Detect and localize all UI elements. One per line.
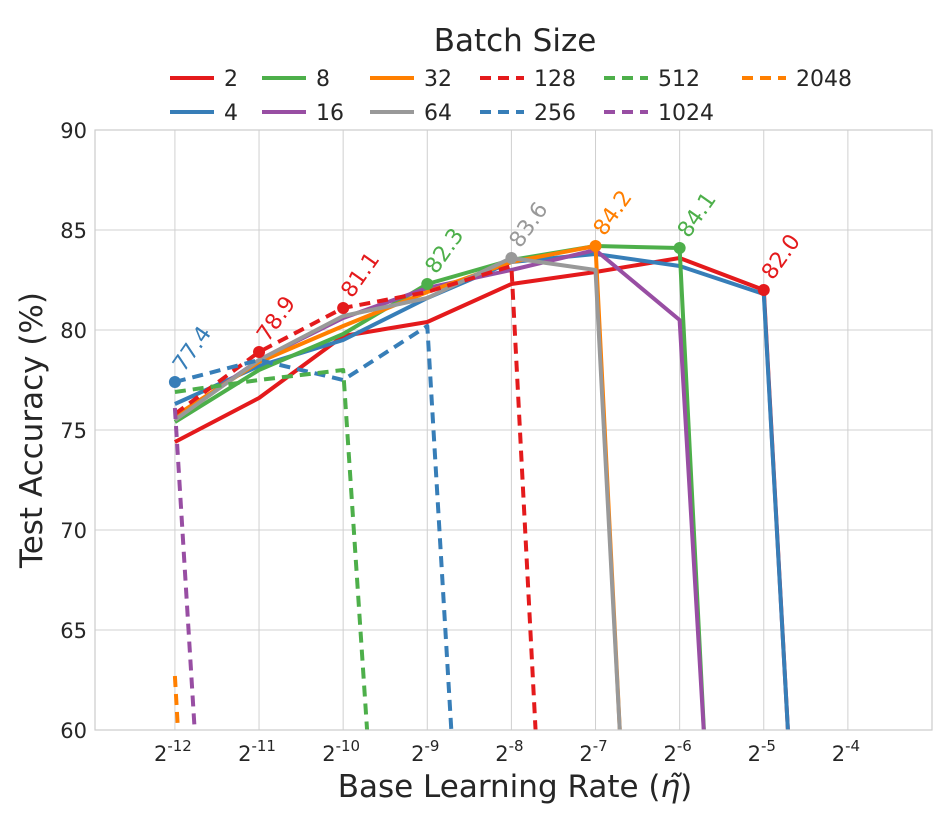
best-marker-78-9 xyxy=(253,346,266,358)
x-tick-label-10: 2-10 xyxy=(322,737,360,766)
x-axis-title: Base Learning Rate (η̃) xyxy=(338,769,693,805)
best-marker-82-0 xyxy=(757,284,770,296)
best-marker-81-1 xyxy=(337,302,350,314)
x-tick-label-9: 2-9 xyxy=(411,737,439,766)
y-tick-label-70: 70 xyxy=(60,519,87,543)
y-tick-label-60: 60 xyxy=(60,719,87,743)
legend-label-bs-32: 32 xyxy=(424,67,452,92)
grid xyxy=(95,129,932,731)
y-tick-label-90: 90 xyxy=(60,119,87,143)
x-tick-label-7: 2-7 xyxy=(579,737,607,766)
legend-label-bs-64: 64 xyxy=(424,101,452,126)
x-tick-label-4: 2-4 xyxy=(832,737,860,766)
x-tick-exponent: -10 xyxy=(336,737,361,755)
series-line-bs-8 xyxy=(173,244,706,730)
x-tick-base: 2 xyxy=(322,742,335,766)
x-tick-base: 2 xyxy=(495,742,508,766)
plot-frame xyxy=(94,129,933,731)
y-tick-label-65: 65 xyxy=(60,619,87,643)
legend-label-bs-256: 256 xyxy=(534,101,576,126)
legend-label-bs-2: 2 xyxy=(224,67,238,92)
legend-title: Batch Size xyxy=(434,23,597,59)
x-tick-base: 2 xyxy=(663,742,676,766)
legend-label-bs-128: 128 xyxy=(534,67,576,92)
y-tick-label-85: 85 xyxy=(60,219,87,243)
x-tick-base: 2 xyxy=(748,742,761,766)
x-tick-label-6: 2-6 xyxy=(663,737,691,766)
x-axis-title-close: ) xyxy=(680,769,692,805)
x-axis-title-text: Base Learning Rate ( xyxy=(338,769,661,805)
x-tick-label-8: 2-8 xyxy=(495,737,523,766)
legend-label-bs-4: 4 xyxy=(224,101,238,126)
series-lines xyxy=(172,244,790,730)
series-line-bs-1024 xyxy=(172,407,197,730)
best-marker-83-6 xyxy=(505,252,518,264)
x-tick-base: 2 xyxy=(411,742,424,766)
x-tick-label-12: 2-12 xyxy=(154,737,192,766)
legend-label-bs-512: 512 xyxy=(658,67,700,92)
x-tick-exponent: -9 xyxy=(424,737,439,755)
best-marker-84-2 xyxy=(589,240,602,252)
x-tick-exponent: -12 xyxy=(167,737,192,755)
series-line-bs-128 xyxy=(173,264,538,730)
x-tick-label-11: 2-11 xyxy=(238,737,276,766)
x-axis-title-symbol: η̃ xyxy=(661,769,683,805)
legend-label-bs-2048: 2048 xyxy=(796,67,852,92)
best-marker-82-3 xyxy=(421,278,434,290)
best-markers xyxy=(168,240,770,388)
best-marker-84-1 xyxy=(673,242,686,254)
x-tick-exponent: -4 xyxy=(845,737,860,755)
x-tick-exponent: -11 xyxy=(251,737,276,755)
x-tick-exponent: -5 xyxy=(761,737,776,755)
series-line-bs-64 xyxy=(173,256,622,730)
y-tick-label-75: 75 xyxy=(60,419,87,443)
legend-label-bs-1024: 1024 xyxy=(658,101,714,126)
x-tick-exponent: -6 xyxy=(677,737,692,755)
x-tick-base: 2 xyxy=(238,742,251,766)
x-tick-label-5: 2-5 xyxy=(748,737,776,766)
x-tick-exponent: -7 xyxy=(593,737,608,755)
y-tick-label-80: 80 xyxy=(60,319,87,343)
x-tick-base: 2 xyxy=(154,742,167,766)
series-line-bs-2048 xyxy=(172,675,180,730)
x-tick-exponent: -8 xyxy=(509,737,524,755)
x-tick-base: 2 xyxy=(832,742,845,766)
legend-label-bs-8: 8 xyxy=(316,67,330,92)
series-line-bs-256 xyxy=(174,324,454,730)
x-tick-base: 2 xyxy=(579,742,592,766)
y-axis-title: Test Accuracy (%) xyxy=(14,292,50,569)
legend-label-bs-16: 16 xyxy=(316,101,344,126)
x-tick-labels: 2-12 2-11 2-10 2-9 2-8 2-7 2-6 2-5 2-4 xyxy=(154,737,860,766)
best-marker-77-4 xyxy=(168,376,181,388)
series-line-bs-512 xyxy=(174,368,370,730)
legend: 2 4 8 16 32 64 128 256 512 1024 2048 xyxy=(170,67,852,126)
y-tick-labels: 60 65 70 75 80 85 90 xyxy=(60,119,87,743)
